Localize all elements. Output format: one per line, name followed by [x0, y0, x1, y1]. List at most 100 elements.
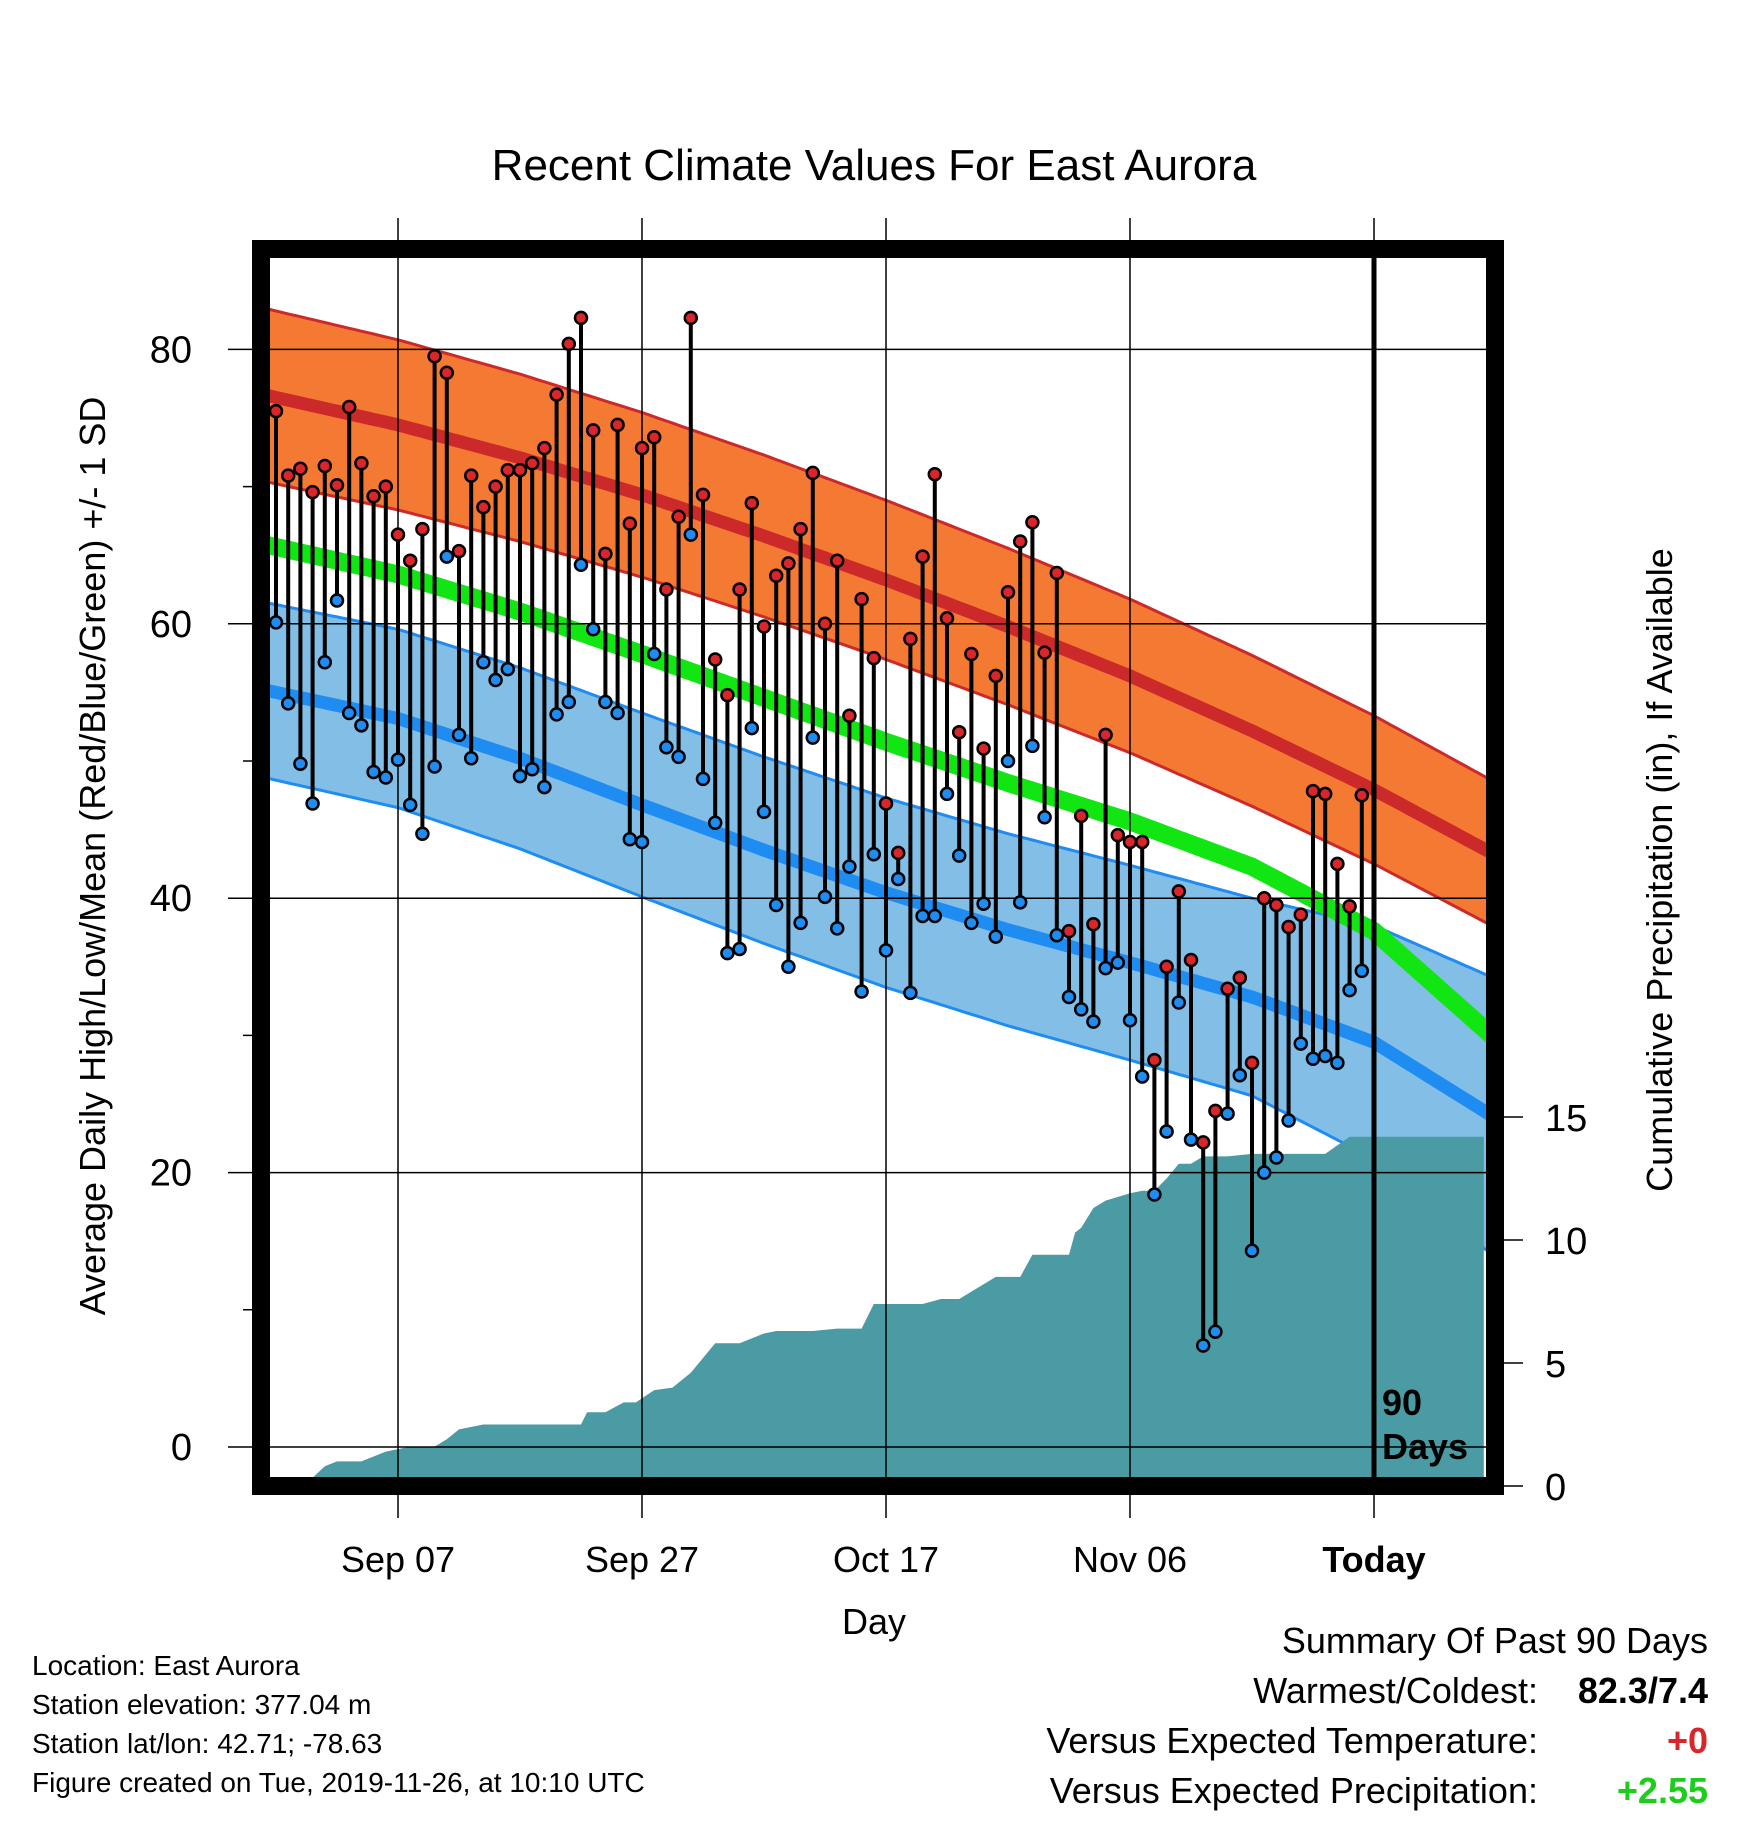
observed-low-point — [1134, 1069, 1150, 1084]
observed-high-point — [598, 546, 613, 562]
observed-low-point — [573, 557, 589, 573]
observed-low-point — [524, 761, 540, 777]
observed-low-point — [402, 797, 418, 813]
observed-low-point — [439, 549, 455, 564]
observed-high-point — [1037, 645, 1052, 660]
observed-high-point — [524, 456, 540, 471]
high-band-upper-edge — [261, 305, 1495, 784]
observed-high-point — [268, 403, 284, 419]
observed-low-point — [1061, 989, 1077, 1005]
observed-high-point — [1098, 727, 1113, 743]
observed-high-point — [1025, 515, 1040, 530]
observed-high-point — [683, 310, 699, 326]
observed-low-point — [341, 705, 357, 721]
observed-high-point — [988, 668, 1004, 684]
summary-panel: Summary Of Past 90 Days Warmest/Coldest:… — [1046, 1616, 1708, 1816]
summary-warmest-row: Warmest/Coldest: 82.3/7.4 — [1046, 1666, 1708, 1716]
y-axis-label: Average Daily High/Low/Mean (Red/Blue/Gr… — [72, 397, 113, 1316]
observed-high-point — [878, 796, 894, 811]
observed-high-point — [817, 616, 833, 632]
observed-high-point — [854, 591, 869, 607]
observed-high-point — [1208, 1103, 1223, 1119]
observed-high-point — [1232, 970, 1248, 986]
observed-low-point — [829, 921, 845, 936]
observed-high-point — [1183, 952, 1199, 968]
observed-high-point — [463, 468, 479, 483]
observed-high-point — [427, 349, 442, 364]
y-tick-label: 80 — [150, 329, 192, 371]
observed-low-point — [976, 896, 991, 911]
observed-high-point — [500, 462, 516, 478]
observed-low-point — [805, 730, 821, 745]
observed-high-point — [1342, 899, 1357, 914]
observed-low-point — [500, 661, 516, 677]
observed-high-point — [781, 556, 796, 571]
summary-precip-row: Versus Expected Precipitation: +2.55 — [1046, 1766, 1708, 1816]
observed-high-point — [1000, 584, 1016, 600]
observed-high-point — [1061, 923, 1077, 939]
low-band-upper-edge — [261, 600, 1495, 981]
observed-high-point — [1073, 808, 1089, 824]
summary-heading: Summary Of Past 90 Days — [1281, 1620, 1708, 1661]
precip-area — [276, 1136, 1484, 1486]
observed-low-point — [1171, 995, 1187, 1010]
observed-low-point — [1086, 1014, 1101, 1029]
observed-high-point — [976, 741, 991, 756]
observed-high-point — [866, 650, 882, 666]
observed-low-point — [634, 834, 650, 850]
observed-low-point — [842, 859, 857, 874]
observed-high-point — [1220, 981, 1235, 997]
observed-high-point — [1244, 1055, 1260, 1071]
summary-temp-row: Versus Expected Temperature: +0 — [1046, 1716, 1708, 1766]
observed-high-point — [1110, 827, 1126, 843]
y-tick-label: 60 — [150, 604, 192, 646]
observed-low-point — [390, 752, 406, 767]
observed-high-point — [1147, 1052, 1162, 1068]
observed-high-point — [610, 417, 625, 433]
temp-value: +0 — [1666, 1720, 1708, 1761]
observed-low-point — [537, 779, 552, 795]
observed-low-point — [756, 804, 772, 820]
observed-low-point — [951, 848, 967, 863]
observed-low-point — [427, 759, 442, 774]
y2-tick-label: 0 — [1545, 1467, 1566, 1509]
observed-high-point — [1086, 917, 1101, 932]
latlon-text: Station lat/lon: 42.71; -78.63 — [32, 1728, 383, 1759]
observed-high-point — [293, 461, 308, 477]
observed-low-point — [1256, 1165, 1272, 1180]
observed-low-point — [1159, 1124, 1174, 1139]
observed-low-point — [683, 527, 699, 542]
observed-high-point — [378, 479, 394, 494]
axes: 0 20 40 60 80 0 5 10 15 Sep 07 Sep 27 Oct 17 Nov 06 T… — [150, 218, 1587, 1580]
observed-high-point — [1049, 565, 1065, 581]
observed-low-point — [768, 897, 784, 913]
observed-low-point — [781, 959, 796, 975]
observed-high-point — [537, 440, 552, 456]
observed-low-point — [1025, 738, 1040, 754]
y-tick-label: 0 — [171, 1427, 192, 1469]
observed-low-point — [1195, 1338, 1211, 1353]
observed-high-point — [829, 553, 845, 568]
observed-low-point — [1147, 1187, 1162, 1202]
observed-high-point — [476, 499, 491, 515]
observed-high-point — [451, 543, 467, 559]
observed-low-point — [305, 796, 320, 811]
observed-high-point — [390, 527, 406, 542]
observed-low-point — [744, 720, 760, 736]
observed-high-point — [305, 484, 320, 500]
observed-high-point — [549, 387, 564, 402]
observed-low-point — [1220, 1106, 1235, 1121]
y-tick-label: 40 — [150, 878, 192, 920]
observed-low-point — [488, 672, 503, 688]
observed-low-point — [585, 622, 601, 637]
observed-low-point — [1281, 1113, 1296, 1128]
observed-low-point — [659, 740, 674, 755]
observed-low-point — [793, 915, 808, 931]
observed-high-point — [659, 582, 674, 597]
station-info: Location: East Aurora Station elevation:… — [32, 1646, 645, 1802]
observed-high-point — [585, 423, 601, 438]
observed-low-point — [1208, 1324, 1223, 1340]
x-tick-label: Oct 17 — [833, 1539, 939, 1580]
observed-high-point — [890, 845, 906, 861]
